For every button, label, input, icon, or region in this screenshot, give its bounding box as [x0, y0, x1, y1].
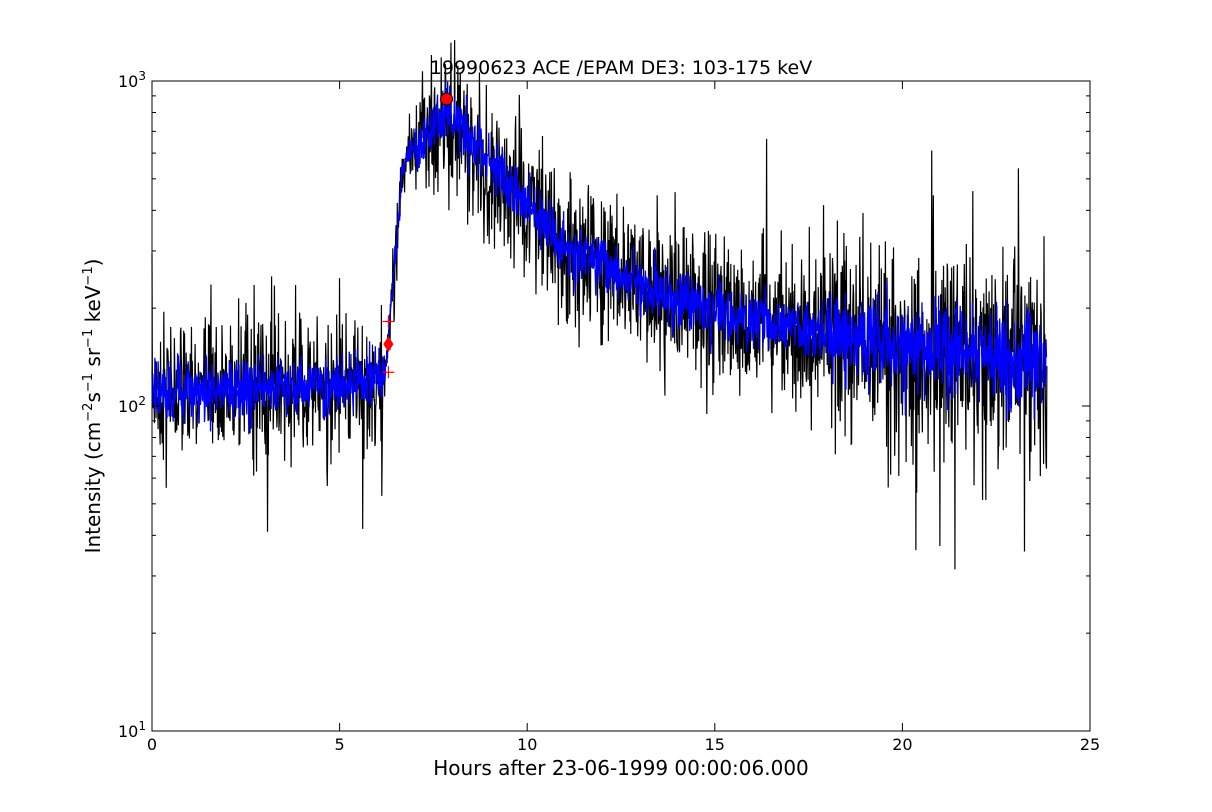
- x-axis: 0 5 10 15 20 25: [147, 81, 1100, 754]
- onset-bound-marker: [382, 366, 395, 379]
- x-tick-label: 10: [517, 735, 537, 754]
- x-tick-label: 25: [1080, 735, 1100, 754]
- ylabel-exp4: −1: [81, 266, 96, 285]
- onset-bound-marker: [382, 315, 395, 328]
- x-tick-label: 0: [147, 735, 157, 754]
- peak-marker: [440, 92, 454, 106]
- ylabel-exp3: −1: [81, 329, 96, 348]
- x-tick-label: 20: [892, 735, 912, 754]
- ylabel-mid2: sr: [81, 347, 105, 373]
- x-tick-label: 15: [705, 735, 725, 754]
- ylabel-mid3: keV: [81, 285, 105, 329]
- y-axis-label: Intensity (cm−2s−1 sr−1 keV−1): [81, 259, 105, 554]
- onset-marker: [383, 336, 394, 353]
- series-smoothed-line: [151, 79, 1048, 435]
- ylabel-mid1: s: [81, 392, 105, 402]
- y-tick-label: 101: [118, 719, 146, 741]
- ylabel-exp2: −1: [81, 373, 96, 392]
- y-tick-label: 103: [118, 69, 146, 91]
- x-axis-label: Hours after 23-06-1999 00:00:06.000: [433, 756, 809, 780]
- ylabel-exp1: −2: [81, 403, 96, 422]
- y-tick-label: 102: [118, 394, 146, 416]
- x-tick-label: 5: [335, 735, 345, 754]
- y-axis: 101 102 103: [118, 69, 1090, 741]
- ylabel-suffix: ): [81, 259, 105, 267]
- plot-area: [151, 40, 1091, 732]
- chart-title: 19990623 ACE /EPAM DE3: 103-175 keV: [430, 57, 812, 79]
- marker-layer: [382, 92, 454, 379]
- series-layer: [151, 40, 1048, 570]
- ylabel-prefix: Intensity (cm: [81, 422, 105, 554]
